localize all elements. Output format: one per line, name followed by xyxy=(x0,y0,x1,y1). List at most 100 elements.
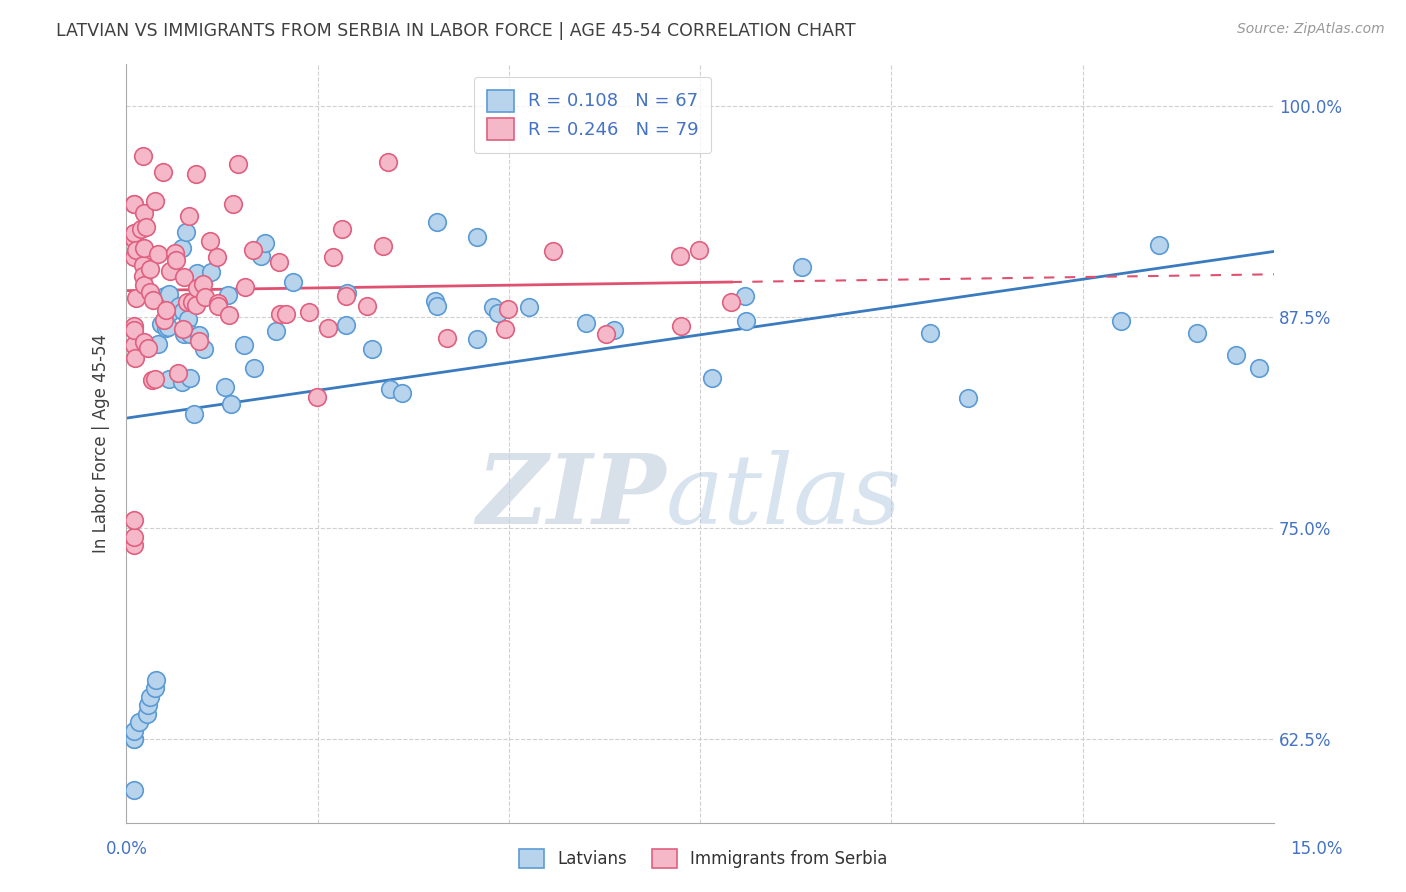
Point xyxy=(186,281,208,295)
Text: LATVIAN VS IMMIGRANTS FROM SERBIA IN LABOR FORCE | AGE 45-54 CORRELATION CHART: LATVIAN VS IMMIGRANTS FROM SERBIA IN LAB… xyxy=(56,22,856,40)
Point xyxy=(541,244,564,258)
Point xyxy=(136,706,159,721)
Point xyxy=(228,157,250,171)
Point xyxy=(283,275,305,289)
Point xyxy=(269,307,291,321)
Point xyxy=(132,268,155,283)
Point xyxy=(134,206,156,220)
Point xyxy=(153,313,176,327)
Point xyxy=(166,366,188,380)
Point xyxy=(132,149,155,163)
Text: 0.0%: 0.0% xyxy=(105,840,148,858)
Point xyxy=(200,265,222,279)
Point xyxy=(436,331,458,345)
Point xyxy=(734,289,756,303)
Point xyxy=(136,341,159,355)
Point xyxy=(169,299,191,313)
Point xyxy=(132,278,155,293)
Point xyxy=(1225,348,1247,362)
Point xyxy=(249,248,271,262)
Point xyxy=(138,698,160,713)
Point xyxy=(157,286,180,301)
Point xyxy=(122,513,145,527)
Point xyxy=(423,293,446,308)
Point xyxy=(734,314,756,328)
Point xyxy=(322,250,344,264)
Point xyxy=(146,247,169,261)
Point xyxy=(380,382,402,396)
Point xyxy=(720,295,742,310)
Point xyxy=(482,300,505,314)
Point xyxy=(149,318,172,332)
Point xyxy=(792,260,814,274)
Point xyxy=(122,732,145,747)
Point xyxy=(1247,360,1270,375)
Point xyxy=(242,243,264,257)
Point xyxy=(153,289,176,303)
Point xyxy=(465,332,488,346)
Point xyxy=(426,299,449,313)
Point xyxy=(122,232,145,246)
Point xyxy=(125,291,148,305)
Point xyxy=(122,318,145,333)
Point xyxy=(122,732,145,747)
Point xyxy=(1147,238,1170,252)
Point xyxy=(264,324,287,338)
Point xyxy=(172,303,194,318)
Point xyxy=(297,305,319,319)
Point xyxy=(242,361,264,376)
Point xyxy=(146,336,169,351)
Point xyxy=(217,287,239,301)
Point xyxy=(465,229,488,244)
Point xyxy=(122,323,145,337)
Point xyxy=(128,715,150,730)
Text: 15.0%: 15.0% xyxy=(1291,840,1343,858)
Point xyxy=(602,323,624,337)
Point xyxy=(356,299,378,313)
Point xyxy=(377,155,399,169)
Point xyxy=(145,372,167,386)
Point xyxy=(143,681,166,696)
Point xyxy=(219,397,242,411)
Point xyxy=(139,285,162,299)
Point xyxy=(1187,326,1209,341)
Point xyxy=(183,407,205,421)
Point xyxy=(122,196,145,211)
Point xyxy=(373,238,395,252)
Point xyxy=(517,300,540,314)
Point xyxy=(179,371,201,385)
Point xyxy=(139,690,162,704)
Point xyxy=(669,249,692,263)
Point xyxy=(233,338,256,352)
Point xyxy=(145,673,167,687)
Point xyxy=(173,270,195,285)
Point xyxy=(918,326,941,340)
Point xyxy=(336,286,359,301)
Point xyxy=(170,241,193,255)
Point xyxy=(200,235,222,249)
Point xyxy=(184,167,207,181)
Point xyxy=(122,782,145,797)
Point xyxy=(135,220,157,235)
Point xyxy=(141,373,163,387)
Point xyxy=(702,370,724,384)
Point xyxy=(179,327,201,342)
Point xyxy=(152,164,174,178)
Point xyxy=(155,321,177,335)
Point xyxy=(122,226,145,240)
Point xyxy=(361,342,384,356)
Point xyxy=(172,321,194,335)
Point xyxy=(218,308,240,322)
Point xyxy=(269,255,291,269)
Point xyxy=(155,303,177,318)
Point xyxy=(173,326,195,341)
Point xyxy=(391,386,413,401)
Point xyxy=(122,723,145,738)
Point xyxy=(134,334,156,349)
Point xyxy=(131,222,153,236)
Point xyxy=(318,321,340,335)
Point xyxy=(165,252,187,267)
Text: Source: ZipAtlas.com: Source: ZipAtlas.com xyxy=(1237,22,1385,37)
Point xyxy=(132,241,155,255)
Point xyxy=(194,290,217,304)
